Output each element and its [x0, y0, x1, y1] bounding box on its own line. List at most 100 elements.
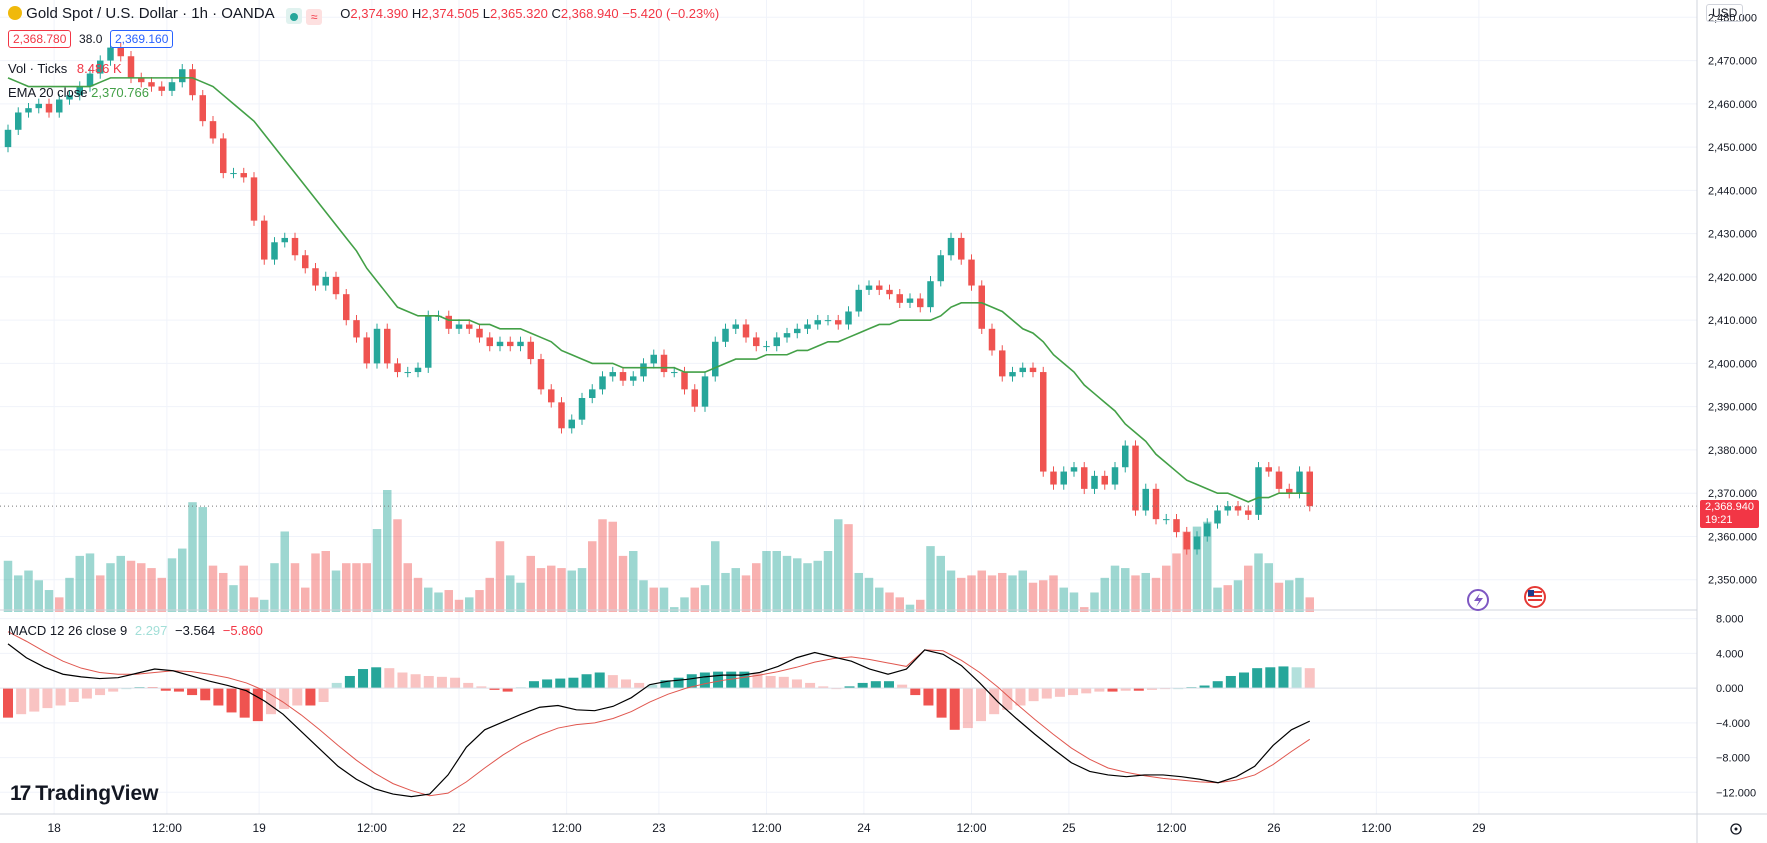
- volume-bar: [711, 541, 720, 612]
- candle-body: [1275, 471, 1283, 489]
- candle-body: [302, 255, 309, 269]
- macd-histogram-bar: [42, 688, 53, 709]
- candle-body: [1029, 367, 1037, 373]
- macd-histogram-bar: [423, 675, 434, 689]
- volume-bar: [516, 582, 525, 612]
- candle-body: [537, 359, 545, 390]
- chart-settings-icon[interactable]: [1730, 823, 1742, 835]
- macd-histogram-bar: [331, 682, 342, 689]
- buy-button[interactable]: 2,369.160: [110, 30, 174, 48]
- volume-bar: [936, 555, 945, 612]
- candle-body: [558, 402, 565, 429]
- ema-label[interactable]: EMA 20 close: [8, 85, 88, 100]
- macd-histogram-bar: [1133, 688, 1144, 691]
- macd-histogram-bar: [1225, 675, 1236, 689]
- candle-body: [66, 95, 73, 100]
- price-tick-label: 2,420.000: [1708, 272, 1757, 284]
- macd-histogram-bar: [857, 682, 868, 689]
- candle-body: [640, 363, 647, 377]
- macd-histogram-bar: [765, 675, 776, 689]
- last-price-value: 2,368.940: [1705, 501, 1754, 514]
- tradingview-logo[interactable]: 17 TradingView: [10, 782, 159, 806]
- volume-bar: [126, 560, 136, 612]
- macd-histogram-bar: [252, 688, 263, 722]
- macd-tick-label: −4.000: [1716, 718, 1750, 730]
- macd-histogram-bar: [647, 684, 658, 689]
- volume-bar: [957, 577, 966, 612]
- high-value: 2,374.505: [421, 6, 480, 21]
- macd-histogram-bar: [581, 674, 592, 689]
- candle-body: [906, 298, 914, 303]
- macd-histogram-bar: [358, 669, 369, 689]
- macd-histogram-bar: [1291, 667, 1302, 689]
- volume-bar: [762, 551, 771, 612]
- symbol-legend: Gold Spot / U.S. Dollar · 1h · OANDA ≈ O…: [8, 5, 719, 25]
- time-tick-label: 25: [1062, 821, 1076, 835]
- macd-tick-label: −12.000: [1716, 787, 1756, 799]
- macd-histogram-bar: [910, 688, 921, 696]
- volume-bar: [495, 541, 505, 612]
- macd-histogram-bar: [1015, 688, 1026, 706]
- candle-body: [937, 255, 944, 282]
- macd-histogram-bar: [410, 674, 421, 689]
- candle-body: [496, 341, 504, 347]
- candlestick-series: [4, 42, 1313, 555]
- candle-body: [701, 376, 709, 407]
- macd-tick-label: 0.000: [1716, 683, 1744, 695]
- volume-bar: [75, 555, 84, 612]
- us-flag-event-icon[interactable]: [1524, 586, 1546, 608]
- volume-bar: [454, 599, 464, 612]
- candle-body: [1173, 519, 1180, 533]
- volume-bar: [270, 563, 279, 612]
- candle-body: [353, 320, 360, 338]
- price-axis: 2,480.0002,470.0002,460.0002,450.0002,44…: [1708, 12, 1757, 586]
- symbol-title[interactable]: Gold Spot / U.S. Dollar · 1h · OANDA: [26, 5, 274, 22]
- candle-body: [1070, 467, 1078, 472]
- candle-body: [179, 69, 186, 83]
- time-tick-label: 12:00: [152, 821, 182, 835]
- currency-selector[interactable]: USD: [1706, 4, 1744, 22]
- trade-buttons: 2,368.780 38.0 2,369.160: [8, 30, 174, 48]
- macd-histogram-bar: [265, 688, 276, 715]
- volume-bar: [864, 577, 874, 612]
- volume-bar: [1049, 575, 1058, 612]
- candle-body: [876, 285, 883, 290]
- macd-histogram-bar: [160, 688, 171, 691]
- price-tick-label: 2,390.000: [1708, 402, 1757, 414]
- candle-body: [681, 372, 688, 390]
- volume-bar: [731, 568, 740, 612]
- macd-histogram-bar: [1265, 667, 1276, 689]
- candle-body: [814, 320, 821, 325]
- macd-label[interactable]: MACD 12 26 close 9: [8, 623, 128, 638]
- candle-body: [168, 82, 176, 91]
- candle-body: [1142, 488, 1149, 511]
- candle-body: [199, 95, 206, 122]
- candle-body: [86, 73, 94, 87]
- candle-body: [425, 315, 432, 368]
- candle-body: [517, 341, 524, 347]
- open-label: O: [340, 6, 351, 21]
- lightning-event-icon[interactable]: [1467, 589, 1489, 611]
- price-tick-label: 2,450.000: [1708, 142, 1757, 154]
- macd-histogram-bar: [568, 677, 579, 689]
- sell-button[interactable]: 2,368.780: [8, 30, 72, 48]
- volume-bar: [1285, 580, 1294, 612]
- volume-label[interactable]: Vol · Ticks: [8, 61, 68, 76]
- candle-body: [722, 328, 729, 342]
- time-tick-label: 12:00: [552, 821, 582, 835]
- candle-body: [650, 354, 657, 364]
- candle-body: [1265, 467, 1272, 472]
- candle-body: [1111, 467, 1119, 485]
- macd-histogram-bar: [542, 679, 553, 689]
- candle-body: [1214, 510, 1221, 524]
- volume-legend: Vol · Ticks 8.486 K: [8, 61, 122, 76]
- macd-histogram-bar: [791, 679, 802, 689]
- volume-bar: [1151, 577, 1161, 612]
- macd-histogram-bar: [450, 677, 461, 689]
- volume-bar: [772, 551, 781, 612]
- volume-bar: [834, 519, 843, 612]
- ema-legend: EMA 20 close 2,370.766: [8, 85, 149, 100]
- candle-body: [917, 298, 924, 308]
- price-tick-label: 2,350.000: [1708, 575, 1757, 587]
